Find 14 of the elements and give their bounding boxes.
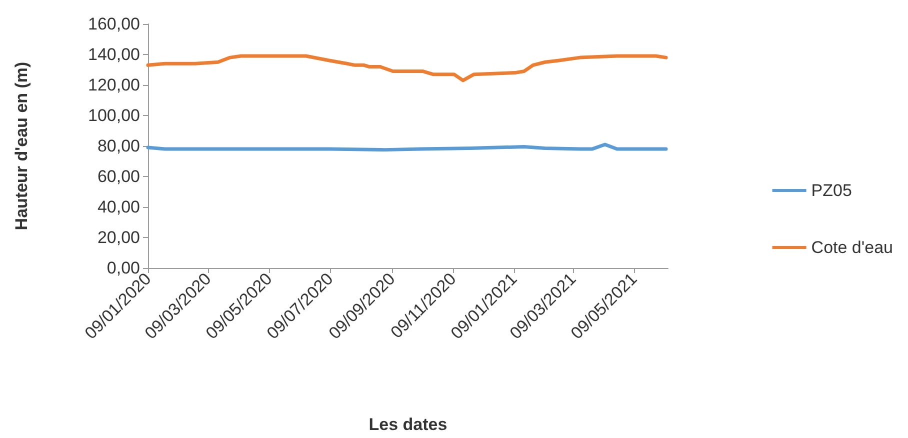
- y-tick-label: 20,00: [97, 228, 140, 247]
- x-axis-title: Les dates: [368, 415, 448, 434]
- y-tick-label: 0,00: [106, 258, 140, 278]
- y-tick-label: 40,00: [97, 198, 140, 216]
- line-series: [146, 54, 668, 82]
- y-tick-label: 160,00: [88, 14, 140, 34]
- y-tick-label: 120,00: [88, 76, 140, 94]
- y-tick-label: 60,00: [97, 167, 140, 186]
- legend-label: Cote d'eau: [811, 238, 894, 257]
- y-axis-title: Hauteur d'eau en (m): [12, 62, 31, 230]
- y-tick-label: 100,00: [88, 106, 140, 125]
- y-tick-label: 140,00: [88, 45, 140, 64]
- y-tick-label: 80,00: [97, 136, 140, 156]
- legend-label: PZ05: [811, 181, 852, 200]
